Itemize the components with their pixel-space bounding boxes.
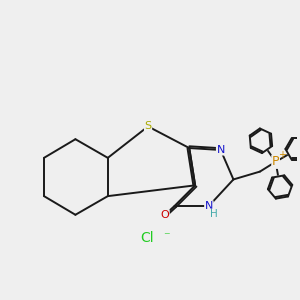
Text: Cl: Cl [140, 231, 154, 245]
Text: N: N [205, 201, 213, 211]
Text: H: H [210, 209, 218, 219]
Text: ⁻: ⁻ [163, 230, 169, 243]
Text: +: + [278, 150, 286, 160]
Text: O: O [160, 210, 169, 220]
Text: P: P [272, 155, 279, 168]
Text: N: N [217, 145, 225, 155]
Text: S: S [145, 122, 152, 131]
